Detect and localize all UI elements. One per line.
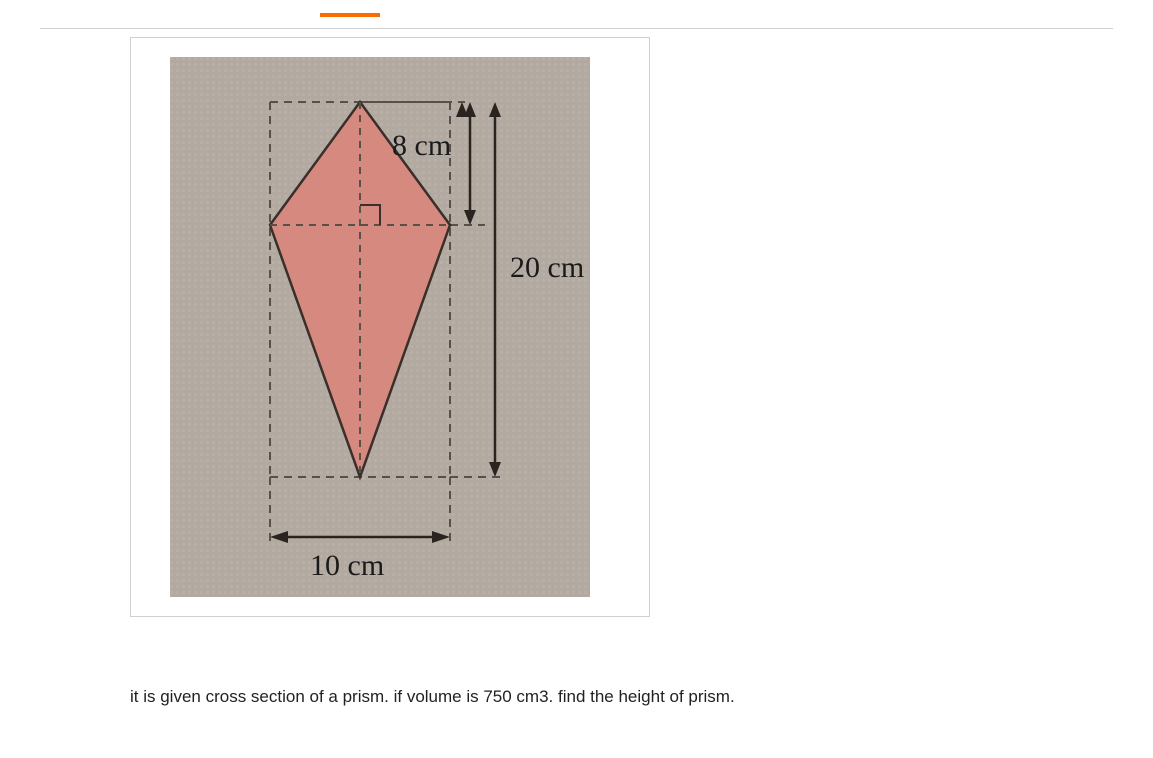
label-8cm: 8 cm: [392, 129, 451, 162]
label-20cm: 20 cm: [510, 251, 584, 284]
header-divider: [40, 10, 1113, 29]
accent-bar: [320, 13, 380, 17]
kite-diagram: 8 cm 20 cm 10 cm: [170, 57, 610, 597]
figure-container: 8 cm 20 cm 10 cm: [130, 37, 650, 617]
question-text: it is given cross section of a prism. if…: [130, 687, 1113, 707]
label-10cm: 10 cm: [310, 549, 384, 582]
